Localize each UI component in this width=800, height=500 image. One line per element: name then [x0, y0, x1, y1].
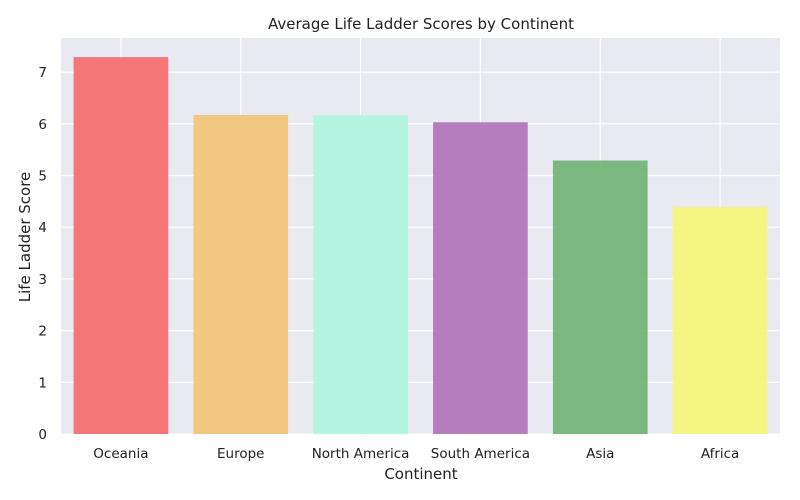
y-axis-label: Life Ladder Score: [16, 172, 34, 303]
y-tick-labels: 0 1 2 3 4 5 6 7: [38, 65, 47, 443]
bar-africa: [672, 207, 768, 434]
bars: [73, 57, 768, 435]
chart-title: Average Life Ladder Scores by Continent: [268, 15, 574, 33]
y-tick-label: 0: [38, 427, 47, 443]
x-tick-label: North America: [312, 446, 410, 462]
x-axis-label: Continent: [384, 465, 457, 483]
bar-oceania: [73, 57, 169, 435]
x-tick-label: Europe: [217, 446, 264, 462]
bar-north-america: [313, 115, 408, 434]
y-tick-label: 1: [38, 375, 47, 391]
bar-europe: [193, 115, 289, 434]
plot-area: [61, 38, 780, 434]
x-tick-label: South America: [431, 446, 530, 462]
bar-south-america: [433, 122, 528, 434]
y-tick-label: 4: [38, 220, 47, 236]
x-tick-label: Oceania: [93, 446, 148, 462]
y-tick-label: 3: [38, 272, 47, 288]
bar-asia: [552, 160, 648, 434]
x-tick-label: Asia: [586, 446, 614, 462]
x-tick-labels: Oceania Europe North America South America A…: [93, 446, 739, 462]
y-tick-label: 5: [38, 169, 47, 185]
y-tick-label: 2: [38, 324, 47, 340]
x-tick-label: Africa: [701, 446, 740, 462]
y-tick-label: 7: [38, 65, 47, 81]
y-tick-label: 6: [38, 117, 47, 133]
